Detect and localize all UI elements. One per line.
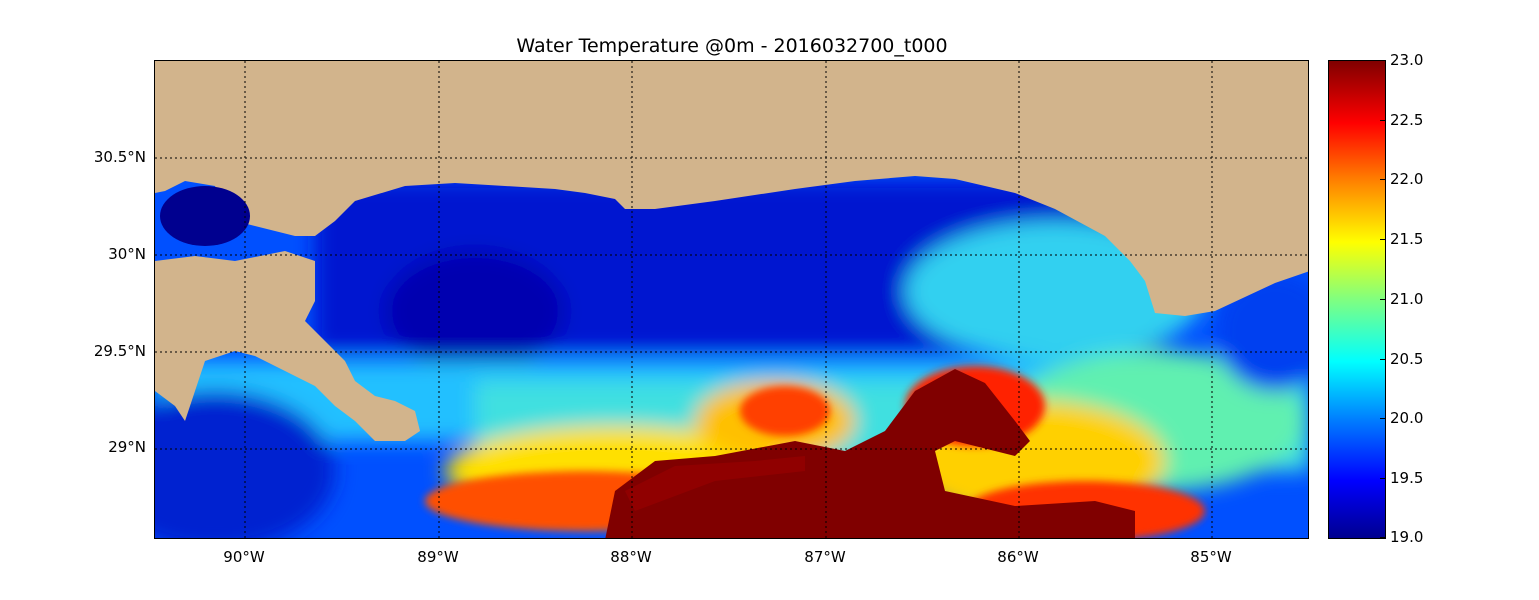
colorbar	[1328, 60, 1386, 539]
colorbar-tick-19-5: 19.5	[1390, 469, 1424, 487]
colorbar-tick-22-5: 22.5	[1390, 111, 1424, 129]
lat-label-30: 30°N	[108, 245, 146, 263]
lon-label-90w: 90°W	[223, 548, 265, 566]
lon-label-86w: 86°W	[997, 548, 1039, 566]
lon-label-85w: 85°W	[1190, 548, 1232, 566]
temperature-map[interactable]	[154, 60, 1309, 539]
lat-label-29: 29°N	[108, 438, 146, 456]
lon-label-88w: 88°W	[610, 548, 652, 566]
colorbar-tick-20-0: 20.0	[1390, 409, 1424, 427]
colorbar-tick-22-0: 22.0	[1390, 170, 1424, 188]
colorbar-tick-23-0: 23.0	[1390, 51, 1424, 69]
colorbar-tick-21-0: 21.0	[1390, 290, 1424, 308]
colorbar-tick-19-0: 19.0	[1390, 528, 1424, 546]
land	[155, 61, 1308, 441]
lon-label-87w: 87°W	[804, 548, 846, 566]
map-title: Water Temperature @0m - 2016032700_t000	[516, 35, 948, 57]
colorbar-tick-21-5: 21.5	[1390, 230, 1424, 248]
lon-label-89w: 89°W	[417, 548, 459, 566]
colorbar-tick-20-5: 20.5	[1390, 350, 1424, 368]
lat-label-29-5: 29.5°N	[93, 342, 146, 360]
lat-label-30-5: 30.5°N	[93, 148, 146, 166]
